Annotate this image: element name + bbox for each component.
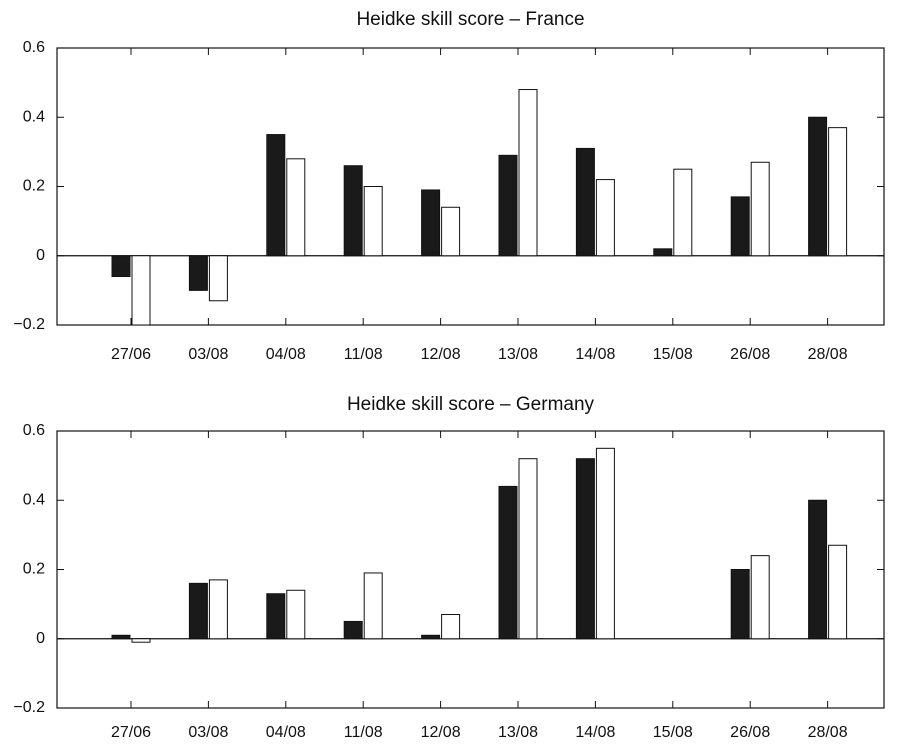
bar: [730, 196, 750, 257]
x-tick-label: 11/08: [344, 724, 383, 741]
bar: [750, 555, 770, 640]
bar: [518, 458, 538, 640]
y-tick-label: −0.2: [13, 316, 45, 333]
bar: [421, 189, 441, 257]
x-tick-label: 26/08: [730, 346, 770, 363]
bar: [286, 158, 306, 257]
y-tick-label: 0: [36, 247, 45, 264]
bar: [730, 569, 750, 640]
bar: [518, 89, 538, 257]
bar: [286, 589, 306, 640]
y-tick-label: 0.6: [23, 39, 45, 56]
bar: [498, 154, 518, 257]
y-tick-label: 0.4: [23, 108, 45, 125]
x-tick-label: 13/08: [498, 346, 538, 363]
y-tick-label: 0: [36, 630, 45, 647]
bar: [828, 127, 848, 257]
bar: [188, 582, 208, 640]
bar: [266, 593, 286, 640]
x-tick-label: 03/08: [188, 346, 228, 363]
bar: [188, 255, 208, 291]
x-tick-label: 27/06: [111, 346, 151, 363]
x-tick-label: 28/08: [808, 724, 848, 741]
y-tick-label: −0.2: [13, 699, 45, 716]
bar: [808, 499, 828, 640]
x-tick-label: 12/08: [421, 346, 461, 363]
x-tick-label: 15/08: [653, 724, 693, 741]
bar: [673, 168, 693, 257]
bar: [266, 134, 286, 257]
x-tick-label: 28/08: [808, 346, 848, 363]
x-tick-label: 03/08: [188, 724, 228, 741]
x-tick-label: 26/08: [730, 724, 770, 741]
bar: [575, 147, 595, 257]
y-tick-label: 0.2: [23, 178, 45, 195]
bar: [498, 485, 518, 640]
x-tick-label: 11/08: [344, 346, 383, 363]
bar: [208, 255, 228, 302]
bar: [363, 572, 383, 640]
bar: [111, 255, 131, 278]
x-tick-label: 27/06: [111, 724, 151, 741]
y-tick-label: 0.2: [23, 561, 45, 578]
x-tick-label: 15/08: [653, 346, 693, 363]
bar: [575, 458, 595, 640]
bar: [363, 186, 383, 257]
x-tick-label: 12/08: [421, 724, 461, 741]
x-tick-label: 04/08: [266, 346, 306, 363]
bar: [343, 620, 363, 640]
bar: [595, 179, 615, 257]
y-tick-label: 0.6: [23, 422, 45, 439]
y-tick-label: 0.4: [23, 491, 45, 508]
chart-title: Heidke skill score – Germany: [347, 394, 595, 415]
bar: [208, 579, 228, 640]
bar: [828, 544, 848, 640]
bar: [441, 206, 461, 257]
x-tick-label: 14/08: [575, 346, 615, 363]
bar: [421, 634, 441, 640]
bar: [441, 614, 461, 640]
bar: [131, 638, 151, 643]
chart-title: Heidke skill score – France: [356, 9, 584, 30]
bar: [343, 165, 363, 257]
bar: [750, 161, 770, 257]
bar: [653, 248, 673, 257]
bar: [131, 255, 151, 326]
x-tick-label: 14/08: [575, 724, 615, 741]
x-tick-label: 13/08: [498, 724, 538, 741]
bar: [808, 116, 828, 257]
bar: [111, 634, 131, 640]
bar: [595, 447, 615, 640]
x-tick-label: 04/08: [266, 724, 306, 741]
